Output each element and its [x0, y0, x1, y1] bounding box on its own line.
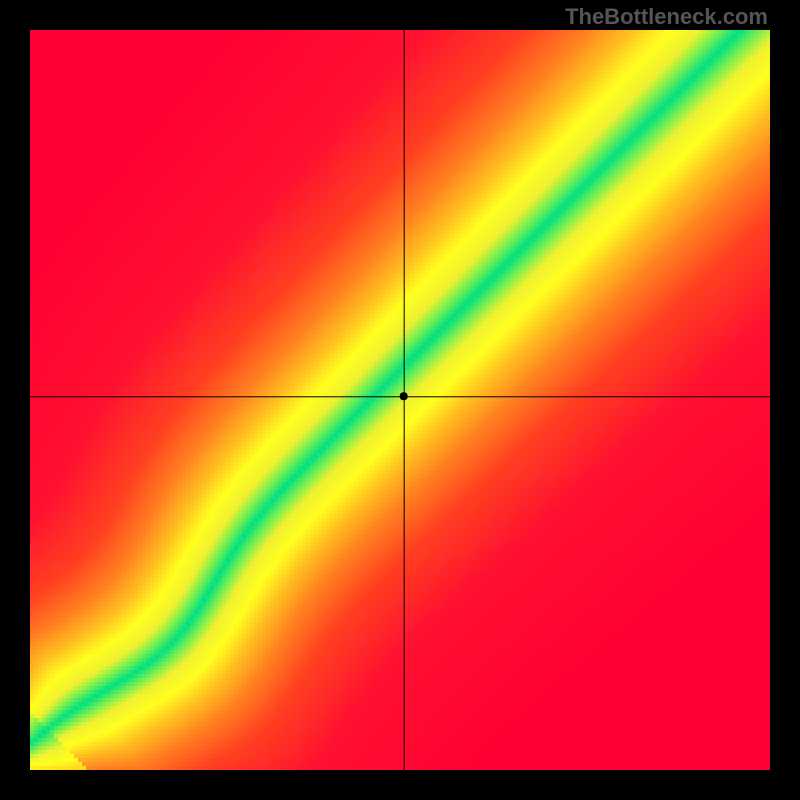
- watermark-text: TheBottleneck.com: [565, 4, 768, 30]
- chart-container: { "watermark": { "text": "TheBottleneck.…: [0, 0, 800, 800]
- bottleneck-heatmap: [0, 0, 800, 800]
